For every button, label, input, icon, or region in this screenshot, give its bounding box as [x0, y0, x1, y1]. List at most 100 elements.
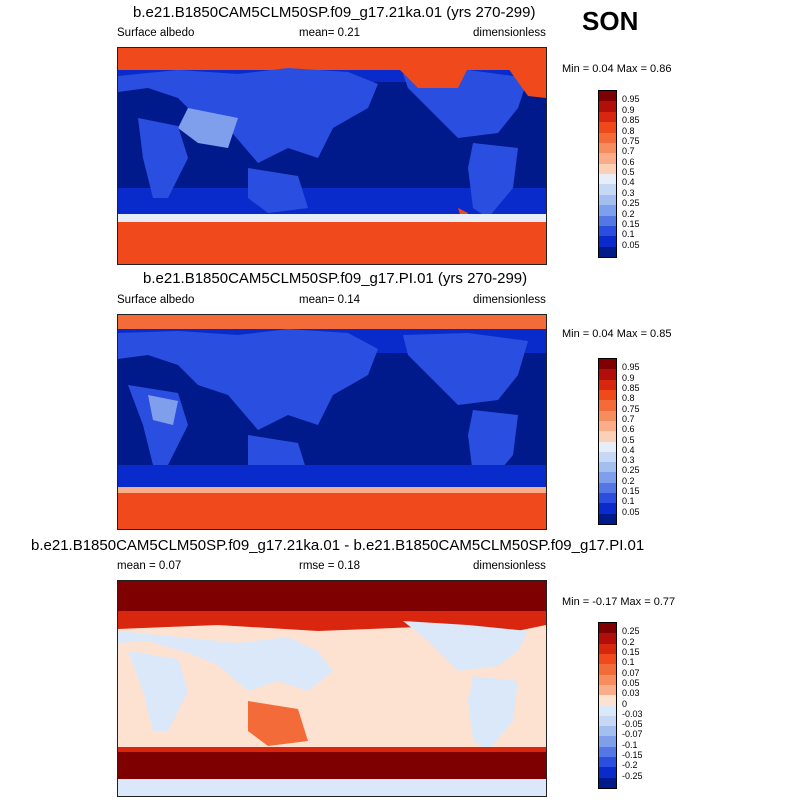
colorbar-tick-label: 0.07 — [622, 667, 640, 678]
colorbar-segment — [599, 503, 616, 514]
colorbar-segment — [599, 441, 616, 452]
colorbar-segment — [599, 246, 616, 257]
colorbar-tick-label: 0.7 — [622, 413, 635, 424]
colorbar-tick-label: 0.3 — [622, 187, 635, 198]
colorbar-tick-label: 0.5 — [622, 434, 635, 445]
panel3-colorbar — [598, 622, 617, 789]
colorbar-tick-label: 0.75 — [622, 403, 640, 414]
colorbar-segment — [599, 695, 616, 706]
panel3-map — [117, 580, 547, 797]
panel3-title: b.e21.B1850CAM5CLM50SP.f09_g17.21ka.01 -… — [31, 537, 645, 554]
panel2-map — [117, 314, 547, 530]
colorbar-segment — [599, 174, 616, 185]
colorbar-tick-label: 0.75 — [622, 135, 640, 146]
colorbar-segment — [599, 777, 616, 788]
colorbar-tick-label: 0.7 — [622, 146, 635, 157]
colorbar-segment — [599, 664, 616, 675]
colorbar-tick-label: 0.15 — [622, 486, 640, 497]
colorbar-tick-label: 0.15 — [622, 646, 640, 657]
colorbar-tick-label: -0.05 — [622, 719, 643, 730]
colorbar-segment — [599, 369, 616, 380]
colorbar-segment — [599, 715, 616, 727]
panel2-minmax: Min = 0.04 Max = 0.85 — [562, 328, 672, 340]
colorbar-tick-label: 0.2 — [622, 636, 635, 647]
colorbar-segment — [599, 215, 616, 226]
panel2-variable-label: Surface albedo — [117, 294, 195, 306]
colorbar-segment — [599, 684, 616, 696]
colorbar-tick-label: -0.15 — [622, 750, 643, 761]
colorbar-segment — [599, 379, 616, 390]
colorbar-tick-label: 0.95 — [622, 94, 640, 105]
colorbar-tick-label: 0.4 — [622, 177, 635, 188]
colorbar-segment — [599, 420, 616, 432]
season-label: SON — [582, 6, 639, 36]
colorbar-tick-label: 0.15 — [622, 218, 640, 229]
colorbar-segment — [599, 236, 616, 247]
colorbar-segment — [599, 122, 616, 133]
colorbar-segment — [599, 205, 616, 216]
colorbar-segment — [599, 451, 616, 463]
panel1-mean-label: mean= 0.21 — [299, 27, 361, 39]
colorbar-tick-label: 0.1 — [622, 229, 635, 240]
colorbar-tick-label: 0.03 — [622, 688, 640, 699]
colorbar-segment — [599, 142, 616, 154]
panel3-minmax: Min = -0.17 Max = 0.77 — [562, 596, 676, 608]
colorbar-tick-label: 0.2 — [622, 475, 635, 486]
colorbar-segment — [599, 643, 616, 654]
colorbar-segment — [599, 746, 616, 758]
colorbar-tick-label: 0.6 — [622, 156, 635, 167]
colorbar-tick-label: 0.95 — [622, 362, 640, 373]
colorbar-tick-label: 0.25 — [622, 626, 640, 637]
colorbar-segment — [599, 513, 616, 524]
panel1-map — [117, 47, 547, 265]
colorbar-segment — [599, 194, 616, 206]
colorbar-segment — [599, 736, 616, 747]
panel3-mean-label: mean = 0.07 — [117, 560, 182, 572]
colorbar-tick-label: 0.8 — [622, 125, 635, 136]
colorbar-segment — [599, 726, 616, 737]
colorbar-tick-label: 0.25 — [622, 465, 640, 476]
colorbar-tick-label: 0.05 — [622, 677, 640, 688]
colorbar-segment — [599, 184, 616, 195]
colorbar-segment — [599, 653, 616, 665]
colorbar-segment — [599, 410, 616, 421]
colorbar-tick-label: 0.6 — [622, 424, 635, 435]
colorbar-tick-label: 0.5 — [622, 167, 635, 177]
colorbar-segment — [599, 705, 616, 716]
panel1-colorbar — [598, 90, 617, 258]
colorbar-segment — [599, 91, 616, 102]
colorbar-segment — [599, 493, 616, 504]
colorbar-segment — [599, 225, 616, 237]
colorbar-tick-label: 0.3 — [622, 455, 635, 466]
colorbar-tick-label: -0.25 — [622, 770, 643, 781]
colorbar-segment — [599, 132, 616, 143]
colorbar-tick-label: 0.05 — [622, 239, 640, 250]
colorbar-segment — [599, 389, 616, 401]
colorbar-tick-label: 0.1 — [622, 496, 635, 507]
colorbar-tick-label: 0.9 — [622, 104, 635, 115]
colorbar-segment — [599, 462, 616, 473]
colorbar-segment — [599, 633, 616, 644]
colorbar-tick-label: 0.85 — [622, 382, 640, 393]
colorbar-segment — [599, 472, 616, 483]
colorbar-segment — [599, 767, 616, 778]
panel1-variable-label: Surface albedo — [117, 27, 195, 39]
colorbar-tick-label: 0.8 — [622, 393, 635, 404]
panel3-units-label: dimensionless — [473, 560, 546, 572]
colorbar-tick-label: -0.1 — [622, 739, 638, 750]
colorbar-tick-label: -0.03 — [622, 708, 643, 719]
colorbar-tick-label: -0.07 — [622, 729, 643, 740]
colorbar-segment — [599, 101, 616, 112]
colorbar-segment — [599, 482, 616, 494]
panel1-minmax: Min = 0.04 Max = 0.86 — [562, 63, 672, 75]
colorbar-tick-label: 0.05 — [622, 506, 640, 517]
colorbar-tick-label: 0.2 — [622, 208, 635, 219]
colorbar-segment — [599, 623, 616, 634]
panel1-units-label: dimensionless — [473, 27, 546, 39]
colorbar-segment — [599, 153, 616, 164]
colorbar-tick-label: -0.2 — [622, 760, 638, 771]
colorbar-segment — [599, 674, 616, 685]
panel2-mean-label: mean= 0.14 — [299, 294, 361, 306]
colorbar-segment — [599, 431, 616, 442]
colorbar-tick-label: 0.4 — [622, 444, 635, 455]
